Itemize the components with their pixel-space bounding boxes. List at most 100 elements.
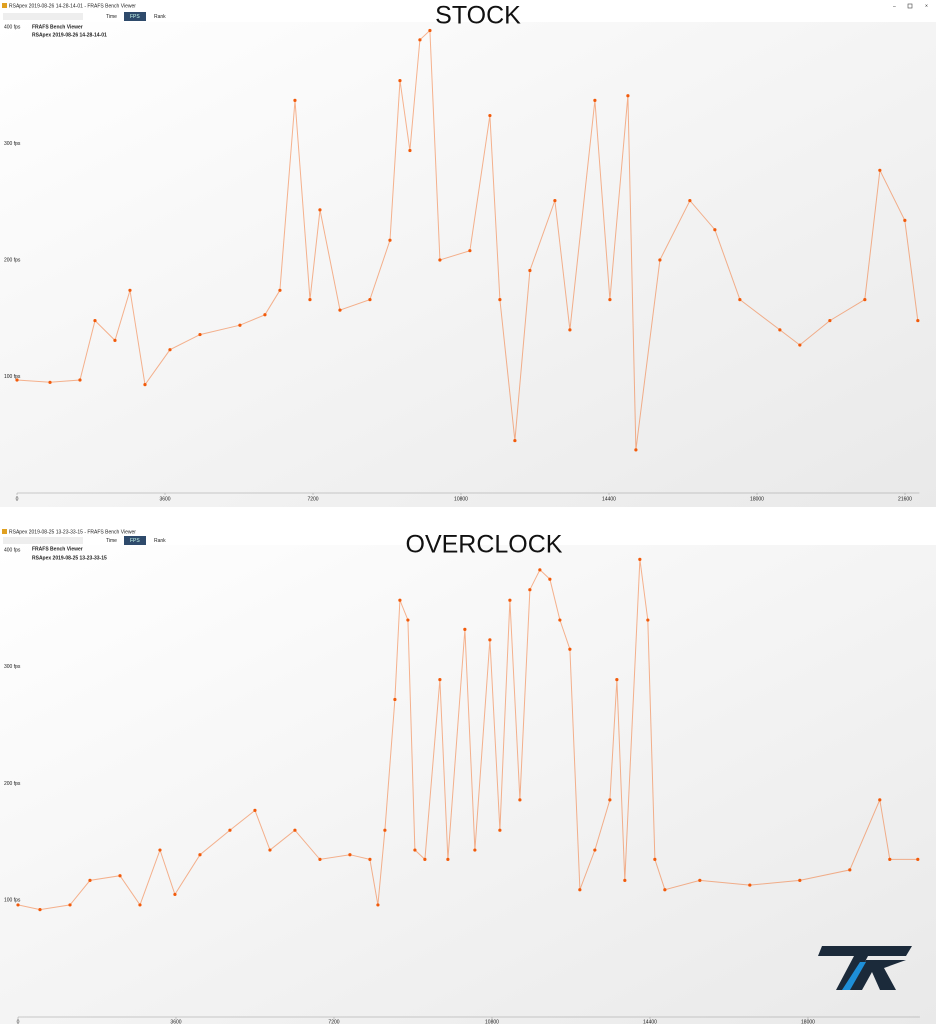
data-point: [48, 380, 52, 384]
y-tick-label: 100 fps: [4, 374, 21, 380]
data-point: [408, 148, 412, 153]
plot-background: [0, 22, 936, 507]
maximize-button[interactable]: [907, 3, 913, 9]
data-point: [888, 857, 892, 861]
data-point: [68, 903, 72, 907]
app-icon: [2, 3, 7, 8]
data-point: [15, 378, 19, 382]
data-point: [518, 798, 522, 802]
data-point: [263, 313, 267, 317]
y-tick-label: 300 fps: [4, 664, 21, 670]
x-tick-label: 0: [16, 496, 19, 502]
data-point: [438, 677, 442, 682]
data-point: [438, 258, 442, 262]
y-tick-label: 300 fps: [4, 141, 21, 147]
data-point: [463, 627, 467, 631]
data-point: [113, 338, 117, 342]
toolbar-active[interactable]: [124, 536, 146, 545]
app-icon: [2, 529, 7, 534]
x-tick-label: 14400: [602, 496, 616, 502]
y-tick-label: 100 fps: [4, 898, 21, 904]
x-tick-label: 7200: [307, 496, 318, 502]
data-point: [848, 868, 852, 872]
data-point: [713, 228, 717, 232]
data-point: [376, 903, 380, 907]
data-point: [16, 903, 20, 907]
data-point: [138, 903, 142, 907]
data-point: [903, 218, 907, 222]
data-point: [368, 857, 372, 861]
data-point: [548, 577, 552, 581]
data-point: [688, 198, 692, 203]
data-point: [413, 848, 417, 852]
toolbar-button[interactable]: FPS: [130, 538, 140, 544]
x-tick-label: 3600: [170, 1019, 181, 1024]
x-tick-label: 14400: [643, 1019, 657, 1024]
data-point: [663, 888, 667, 892]
data-point: [143, 383, 147, 387]
toolbar-button[interactable]: Rank: [154, 14, 166, 20]
data-point: [828, 318, 832, 323]
data-point: [473, 848, 477, 852]
data-point: [198, 332, 202, 337]
data-point: [446, 857, 450, 861]
data-point: [558, 618, 562, 622]
data-point: [626, 94, 630, 98]
data-point: [528, 588, 532, 592]
x-tick-label: 10800: [454, 496, 468, 502]
data-point: [338, 308, 342, 312]
data-point: [798, 878, 802, 883]
data-point: [593, 98, 597, 102]
data-point: [878, 168, 882, 172]
data-point: [608, 298, 612, 302]
toolbar-button[interactable]: Time: [106, 538, 117, 544]
toolbar-icons[interactable]: [3, 13, 83, 20]
data-point: [653, 857, 657, 861]
logo: [818, 946, 912, 990]
window-title: RSApex 2019-08-25 13-23-33-15 - FRAFS Be…: [9, 529, 136, 535]
data-point: [658, 258, 662, 262]
data-point: [293, 98, 297, 102]
toolbar-button[interactable]: Time: [106, 14, 117, 20]
data-point: [748, 883, 752, 887]
data-point: [308, 298, 312, 302]
toolbar-button[interactable]: FPS: [130, 14, 140, 20]
series-line: [17, 559, 918, 911]
data-point: [488, 113, 492, 118]
close-button[interactable]: ×: [925, 3, 928, 9]
data-point: [646, 618, 650, 622]
data-point: [128, 288, 132, 292]
data-point: [468, 249, 472, 253]
data-point: [634, 448, 638, 452]
minimize-button[interactable]: –: [893, 3, 896, 9]
data-point: [488, 638, 492, 642]
data-point: [553, 198, 557, 203]
toolbar-button[interactable]: Rank: [154, 538, 166, 544]
window-chrome: [0, 0, 936, 22]
x-tick-label: 18000: [750, 496, 764, 502]
data-point: [238, 323, 242, 327]
chart-title: OVERCLOCK: [406, 531, 563, 559]
toolbar-icons[interactable]: [3, 537, 83, 544]
window-title: RSApex 2019-08-26 14-28-14-01 - FRAFS Be…: [9, 3, 136, 9]
data-point: [228, 828, 232, 832]
toolbar-active[interactable]: [124, 12, 146, 21]
x-tick-label: 7200: [328, 1019, 339, 1024]
data-point: [623, 878, 627, 883]
y-tick-label: 200 fps: [4, 257, 21, 263]
data-point: [118, 874, 122, 878]
data-point: [798, 343, 802, 347]
data-point: [78, 378, 82, 382]
data-point: [293, 828, 297, 832]
data-point: [318, 208, 322, 212]
data-point: [418, 38, 422, 42]
data-point: [268, 848, 272, 852]
data-point: [528, 268, 532, 273]
legend-entry: RSApex 2019-08-26 14-28-14-01: [32, 32, 107, 38]
data-point: [638, 557, 642, 561]
data-point: [88, 878, 92, 883]
data-point: [393, 697, 397, 702]
legend-header: FRAFS Bench Viewer: [32, 24, 83, 30]
data-point: [916, 857, 920, 861]
